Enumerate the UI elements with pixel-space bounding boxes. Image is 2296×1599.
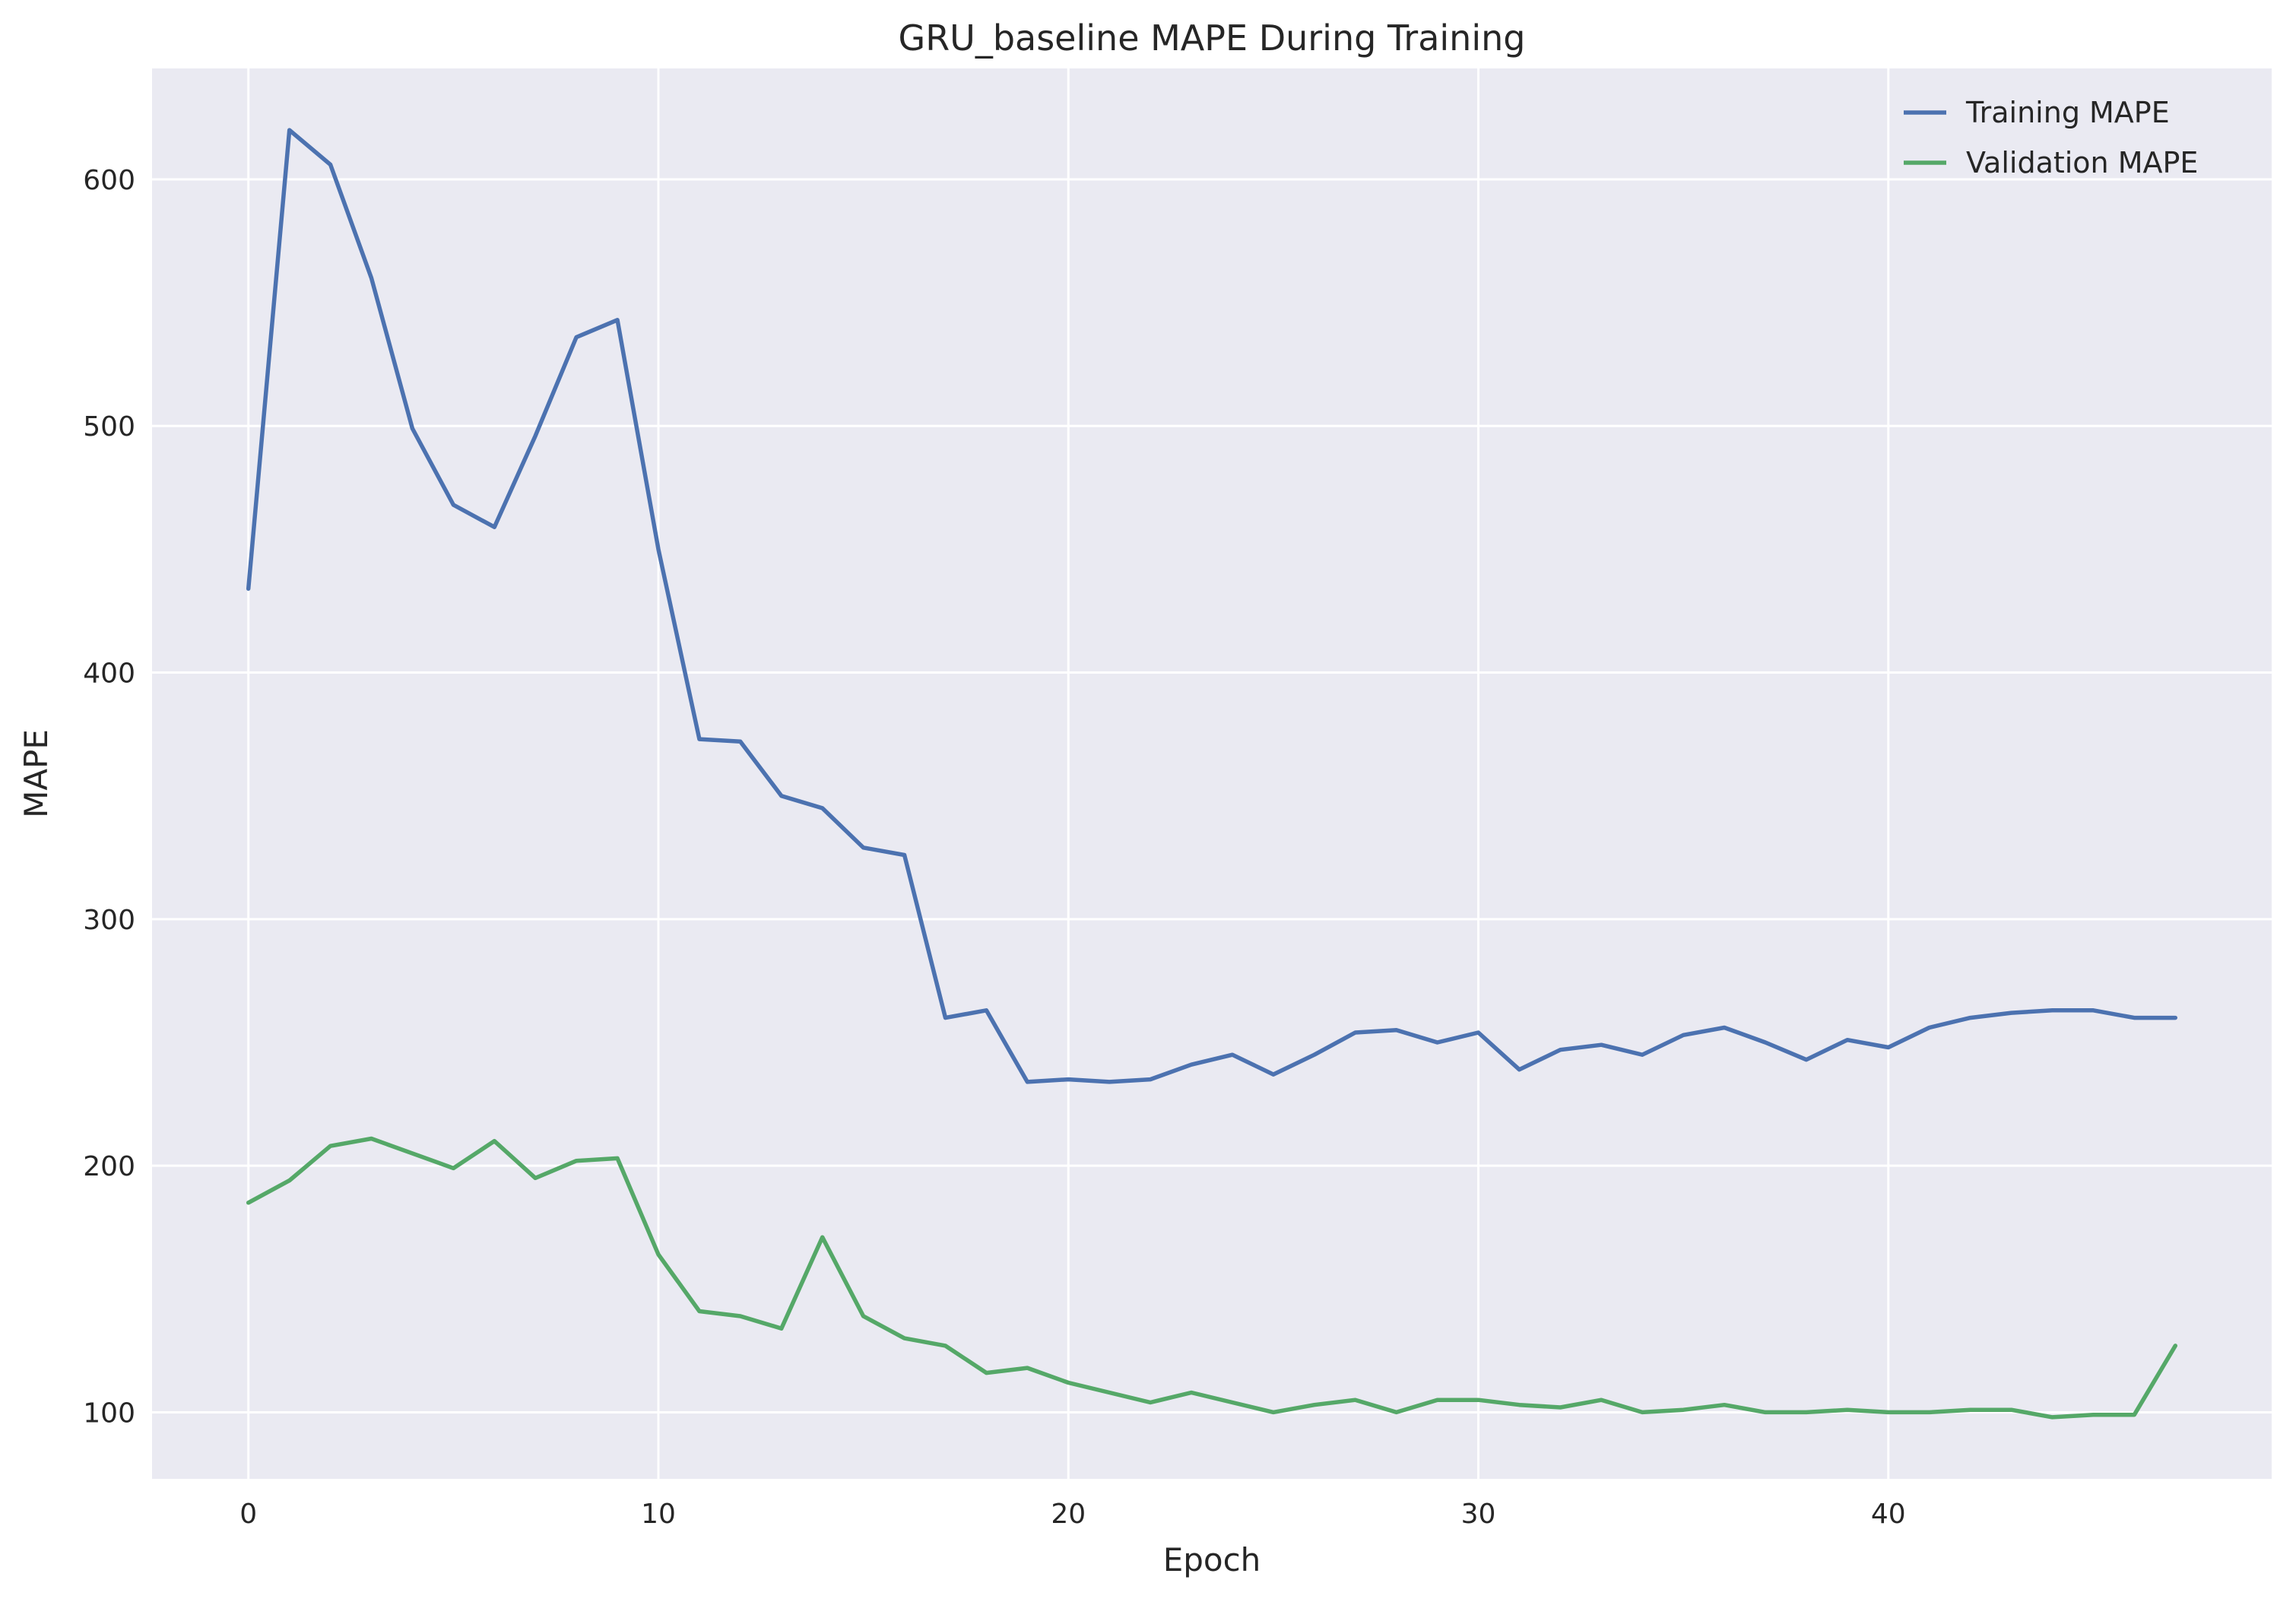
chart-title: GRU_baseline MAPE During Training	[899, 17, 1526, 59]
series-line	[246, 1136, 2178, 1420]
legend: Training MAPE Validation MAPE	[1904, 96, 2198, 179]
y-tick-label: 200	[83, 1151, 135, 1182]
x-axis-label: Epoch	[1163, 1541, 1261, 1578]
x-tick-label: 40	[1871, 1499, 1906, 1530]
x-tick-label: 10	[641, 1499, 676, 1530]
plot-area	[152, 68, 2272, 1479]
y-tick-label: 600	[83, 165, 135, 196]
y-tick-label: 400	[83, 658, 135, 690]
legend-label: Validation MAPE	[1966, 146, 2198, 179]
y-tick-label: 300	[83, 905, 135, 936]
series-lines	[246, 128, 2178, 1420]
grid-lines	[152, 68, 2272, 1479]
y-axis-ticks: 100 200 300 400 500 600	[83, 165, 135, 1429]
series-line	[246, 128, 2178, 1084]
x-axis-ticks: 0 10 20 30 40	[239, 1499, 1905, 1530]
legend-label: Training MAPE	[1965, 96, 2170, 129]
x-tick-label: 0	[239, 1499, 257, 1530]
x-tick-label: 30	[1461, 1499, 1496, 1530]
y-axis-label: MAPE	[17, 729, 55, 818]
x-tick-label: 20	[1051, 1499, 1086, 1530]
y-tick-label: 500	[83, 411, 135, 443]
y-tick-label: 100	[83, 1398, 135, 1429]
